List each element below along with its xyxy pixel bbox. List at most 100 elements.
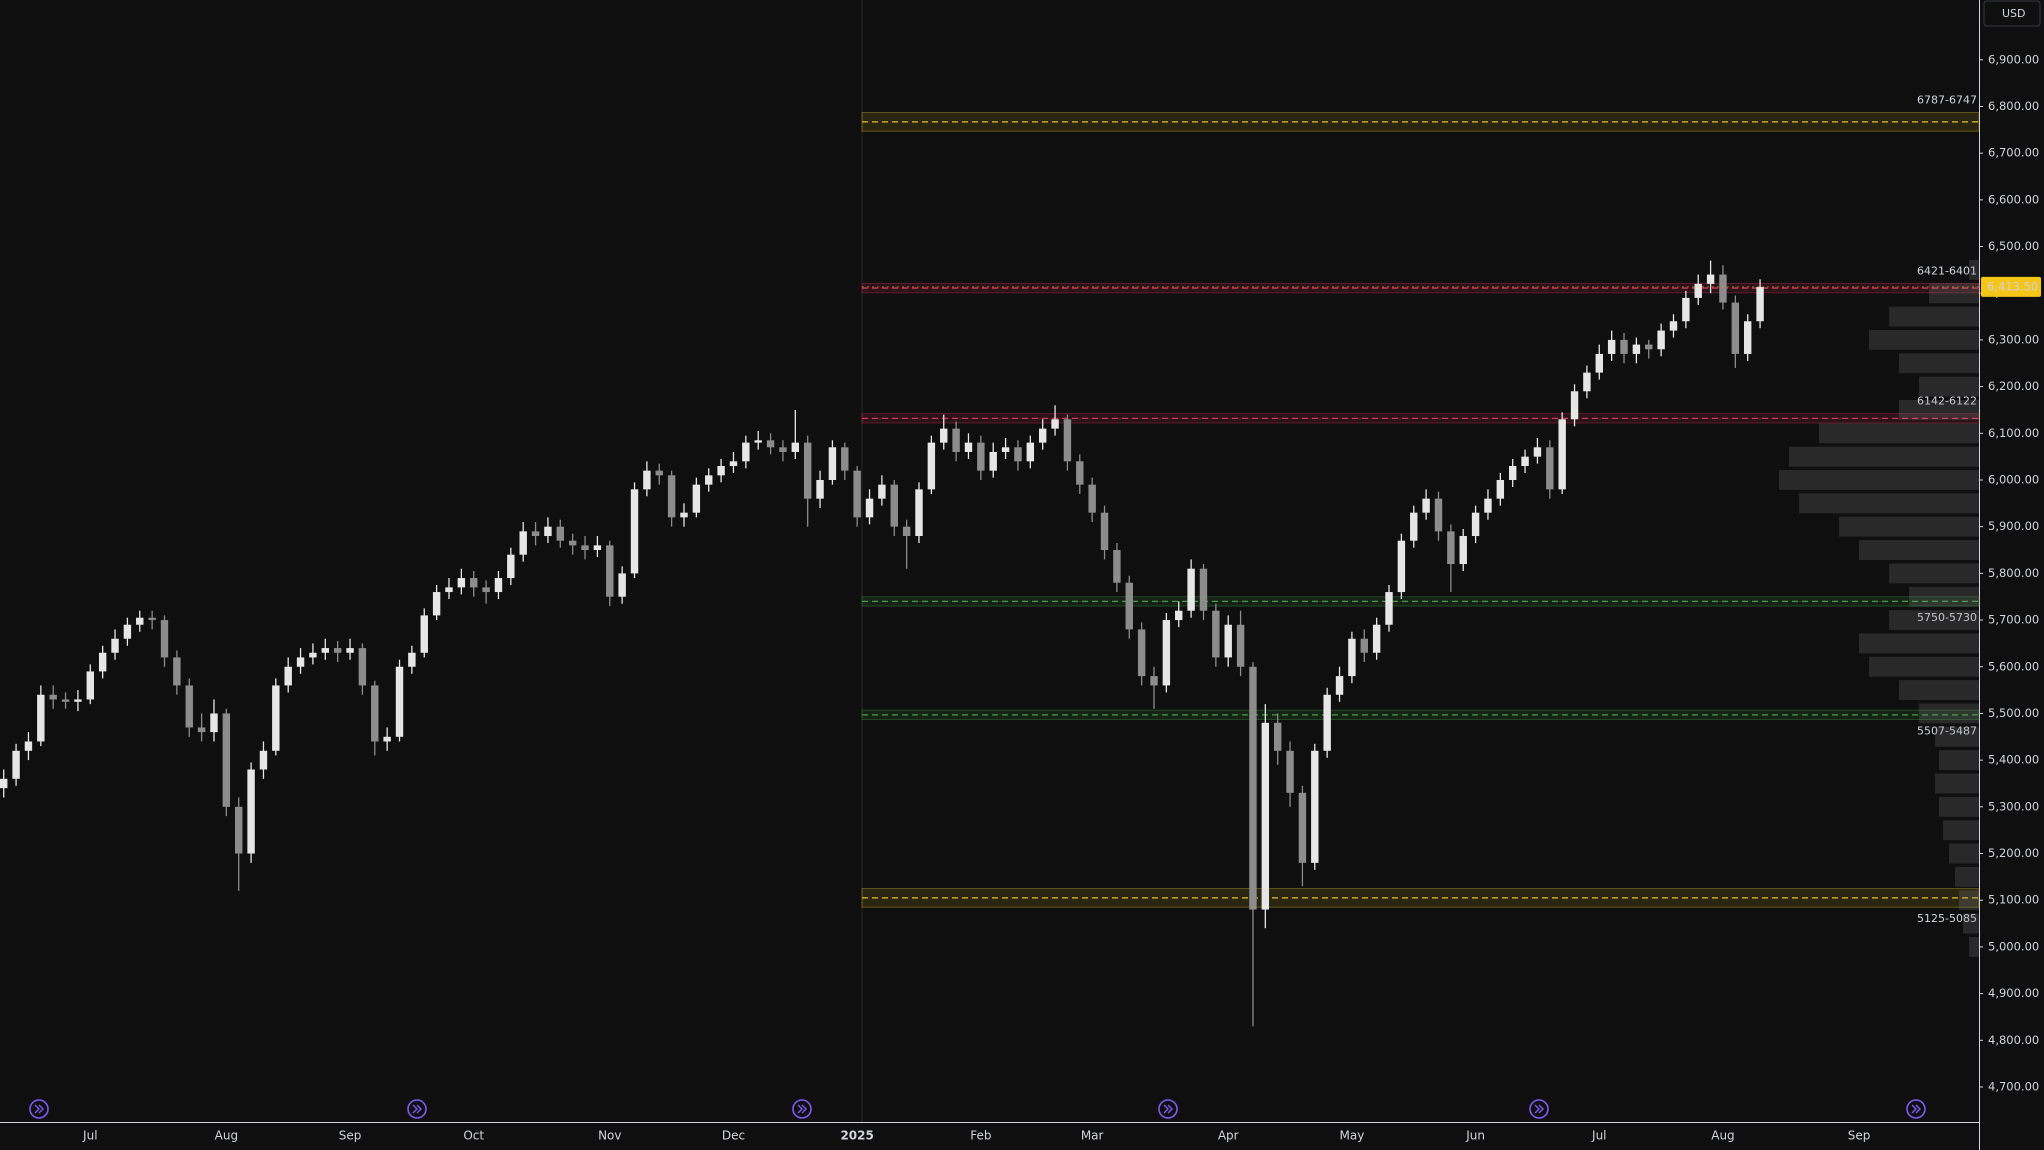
- y-tick-label: 4,800.00: [1988, 1033, 2039, 1047]
- candle-body: [828, 447, 837, 480]
- volume-profile-bar: [1969, 259, 1979, 280]
- candle-body: [705, 475, 713, 485]
- candle-body: [544, 526, 552, 537]
- candle-body: [1051, 419, 1059, 429]
- candle-body: [1113, 550, 1121, 583]
- candle-body: [1484, 498, 1492, 513]
- candle-body: [24, 741, 33, 751]
- candle-body: [717, 465, 725, 476]
- candle-body: [655, 470, 663, 476]
- candle-body: [1236, 624, 1245, 667]
- volume-profile-bar: [1935, 773, 1979, 794]
- candle-body: [1385, 592, 1393, 625]
- volume-profile-bar: [1935, 726, 1979, 747]
- candle-body: [1682, 297, 1690, 322]
- zone-label: 6142-6122: [1917, 395, 1977, 408]
- candle-body: [902, 526, 911, 537]
- currency-button[interactable]: [1983, 0, 2041, 27]
- candle-body: [841, 447, 849, 471]
- candle-body: [1496, 479, 1505, 499]
- event-icon-arrow: [412, 1104, 422, 1114]
- event-icon[interactable]: [29, 1099, 49, 1119]
- currency-label: USD: [2002, 7, 2026, 20]
- x-tick-label: Dec: [722, 1129, 745, 1143]
- candle-body: [1137, 629, 1146, 677]
- x-tick-label: Feb: [970, 1129, 991, 1143]
- candle-body: [1459, 536, 1467, 565]
- candle-body: [457, 578, 466, 588]
- candle-body: [1410, 512, 1418, 541]
- candle-body: [1100, 512, 1109, 551]
- candle-body: [185, 685, 193, 728]
- volume-profile-bar: [1939, 796, 1979, 817]
- y-tick-label: 5,900.00: [1988, 519, 2039, 533]
- volume-profile-bar: [1949, 843, 1979, 864]
- volume-profile-bar: [1899, 353, 1979, 374]
- candle-body: [581, 545, 589, 551]
- candle-body: [766, 440, 775, 448]
- event-icon-arrow: [1534, 1104, 1544, 1114]
- y-tick-label: 6,900.00: [1988, 52, 2039, 66]
- volume-profile-bar: [1819, 423, 1979, 444]
- x-tick-label: Apr: [1218, 1129, 1239, 1143]
- event-icon[interactable]: [1906, 1099, 1926, 1119]
- volume-profile-bar: [1869, 329, 1979, 350]
- candle-body: [173, 657, 181, 686]
- y-tick-label: 5,000.00: [1988, 939, 2039, 953]
- candle-body: [1595, 353, 1603, 373]
- volume-profile-bar: [1839, 516, 1979, 537]
- y-tick-label: 6,300.00: [1988, 332, 2039, 346]
- event-icon[interactable]: [1158, 1099, 1178, 1119]
- candle-body: [37, 694, 45, 742]
- event-icon[interactable]: [407, 1099, 427, 1119]
- zone: [861, 282, 1980, 294]
- candle-body: [742, 442, 750, 462]
- candle-body: [1743, 321, 1752, 354]
- candle-body: [1088, 484, 1096, 513]
- candle-body: [259, 750, 268, 770]
- x-tick-label: Jul: [1591, 1129, 1606, 1143]
- candle-body: [296, 657, 305, 667]
- candle-body: [284, 666, 292, 686]
- y-tick-label: 5,700.00: [1988, 613, 2039, 627]
- y-tick-label: 6,500.00: [1988, 239, 2039, 253]
- event-icon[interactable]: [792, 1099, 812, 1119]
- candle-body: [247, 769, 255, 854]
- candle-body: [1706, 274, 1715, 284]
- candle-body: [1521, 456, 1529, 466]
- candle-body: [197, 727, 206, 733]
- candle-body: [1657, 330, 1665, 350]
- x-tick-label: Sep: [1848, 1129, 1871, 1143]
- x-tick-label: May: [1339, 1129, 1364, 1143]
- zone: [861, 413, 1980, 424]
- candle-body: [1348, 638, 1356, 677]
- volume-profile-bar: [1899, 680, 1979, 701]
- x-tick-label: Aug: [1711, 1129, 1734, 1143]
- candle-body: [1645, 344, 1653, 350]
- volume-profile-bar: [1909, 586, 1979, 607]
- event-icon-arrow: [1911, 1104, 1921, 1114]
- volume-profile-bar: [1963, 913, 1979, 934]
- candle-body: [977, 442, 985, 471]
- x-tick-label: Jun: [1465, 1129, 1485, 1143]
- candle-body: [272, 685, 280, 751]
- candle-body: [111, 638, 119, 653]
- event-icon-circle: [407, 1099, 427, 1119]
- candle-body: [432, 592, 441, 616]
- volume-profile-bar: [1955, 866, 1979, 887]
- candle-body: [86, 671, 95, 700]
- candle-body: [853, 470, 861, 518]
- candle-body: [1546, 447, 1554, 490]
- candle-body: [420, 615, 428, 653]
- candle-body: [0, 778, 8, 789]
- candle-body: [12, 750, 20, 779]
- last-price-label: 6,413.50: [1987, 279, 2038, 293]
- candle-body: [1558, 419, 1566, 490]
- last-price-box: [1981, 276, 2041, 297]
- candle-body: [1372, 624, 1381, 653]
- y-tick-label: 6,000.00: [1988, 472, 2039, 486]
- event-icon[interactable]: [1529, 1099, 1549, 1119]
- candle-body: [383, 736, 391, 742]
- candle-body: [1063, 419, 1072, 462]
